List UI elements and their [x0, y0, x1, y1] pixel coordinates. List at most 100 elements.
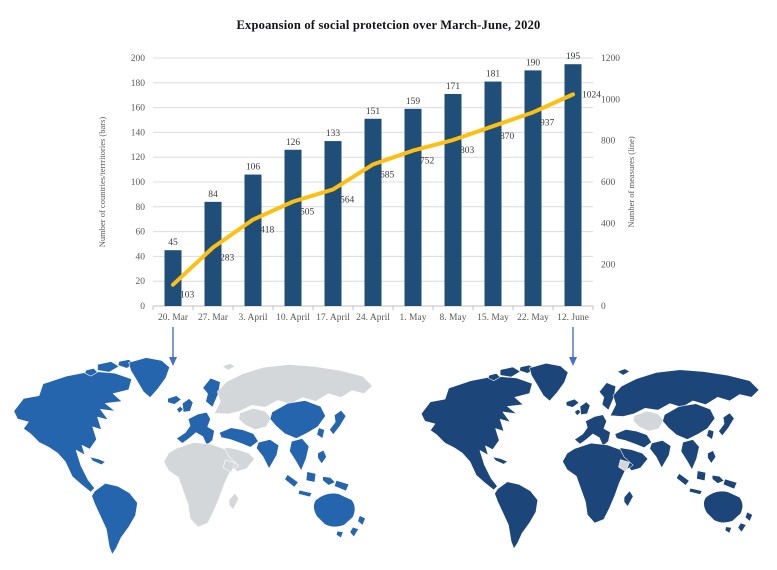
region-eastern-europe-russia [610, 368, 760, 417]
y-tick-label-right: 600 [601, 178, 616, 188]
region-new-guinea [722, 478, 738, 490]
measure-value-label: 283 [220, 254, 235, 264]
bar-value-label: 126 [286, 138, 301, 148]
region-south-america [91, 482, 138, 555]
region-uk-ireland [176, 398, 194, 414]
region-australia [703, 490, 743, 524]
region-iceland [565, 398, 580, 408]
y-tick-label-left: 80 [136, 203, 146, 213]
y-tick-label-left: 160 [131, 104, 146, 114]
world-map-20-march-svg [13, 357, 373, 555]
region-new-zealand [349, 515, 366, 538]
region-indonesia [676, 470, 725, 495]
bar [284, 149, 302, 306]
measure-value-label: 937 [540, 118, 555, 128]
region-north-america [420, 375, 533, 491]
measure-value-label: 803 [460, 146, 475, 156]
bar [324, 141, 342, 306]
region-scandinavia [202, 377, 221, 408]
region-china [269, 400, 326, 439]
bar-value-label: 45 [168, 238, 178, 248]
bar [484, 81, 502, 306]
region-tasmania [724, 526, 732, 534]
y-tick-label-right: 1200 [601, 54, 620, 64]
measure-value-label: 870 [500, 132, 515, 142]
region-east-africa [222, 459, 236, 473]
region-caribbean [89, 456, 106, 466]
combo-chart: 0 20 40 60 80 100 120 140 160 180 200 0 200 400 600 800… [97, 52, 636, 366]
measure-value-label: 505 [300, 208, 315, 218]
y-tick-label-left: 0 [140, 302, 145, 312]
bar-value-label: 106 [246, 163, 261, 173]
bar [404, 108, 422, 306]
measure-value-label: 103 [180, 291, 195, 301]
x-tick-label: 22. May [517, 313, 549, 323]
region-indonesia [284, 471, 336, 498]
bar [244, 174, 262, 306]
y-tick-label-left: 200 [131, 54, 146, 64]
region-africa [562, 442, 634, 524]
y-tick-label-left: 60 [136, 228, 146, 238]
region-japan [329, 409, 347, 435]
bar [364, 118, 382, 306]
measure-value-label: 418 [260, 226, 275, 236]
region-iceland [167, 395, 182, 405]
bar-value-label: 133 [326, 129, 341, 139]
bar-value-label: 84 [208, 190, 218, 200]
y-tick-label-right: 800 [601, 137, 616, 147]
x-tick-label: 3. April [238, 313, 267, 323]
y-tick-label-left: 140 [131, 128, 146, 138]
x-tick-label: 27. Mar [198, 313, 229, 323]
bar-value-label: 181 [486, 70, 501, 80]
bar-value-label: 151 [366, 107, 381, 117]
region-korea [706, 429, 715, 440]
region-central-asia [632, 410, 664, 432]
line-series [171, 92, 575, 287]
region-south-america [494, 481, 539, 549]
down-arrow-icon [169, 327, 177, 366]
region-turkey-iran [614, 429, 652, 449]
region-greenland [529, 363, 569, 402]
region-africa [163, 442, 240, 528]
y-tick-label-left: 20 [136, 277, 146, 287]
bar-value-label: 171 [446, 82, 461, 92]
y-tick-label-left: 100 [131, 178, 146, 188]
x-tick-label: 20. Mar [158, 313, 189, 323]
bar [204, 201, 222, 306]
bar [164, 250, 182, 306]
x-tick-label: 15. May [477, 313, 509, 323]
region-india [649, 440, 672, 469]
y-tick-label-right: 1000 [601, 95, 620, 105]
region-japan [718, 412, 735, 437]
region-western-europe [176, 411, 215, 446]
bar-value-label: 190 [526, 58, 541, 68]
axis-title-right: Number of measures (line) [626, 136, 636, 228]
measure-value-label: 1024 [582, 90, 601, 100]
x-tick-label: 24. April [356, 313, 390, 323]
region-australia [313, 492, 356, 528]
down-arrow-head [569, 357, 577, 366]
x-tick-label: 10. April [276, 313, 310, 323]
region-india [256, 439, 280, 469]
region-tasmania [335, 530, 344, 539]
region-new-zealand [737, 511, 753, 533]
region-se-asia [289, 438, 310, 471]
bar [444, 93, 462, 307]
y-tick-label-left: 180 [131, 79, 146, 89]
region-new-guinea [334, 480, 350, 492]
bar [564, 64, 582, 306]
measure-value-label: 564 [340, 195, 355, 205]
axis-title-left: Number of countries/terrritories (bars) [97, 117, 107, 248]
region-central-asia [238, 407, 272, 430]
world-map-12-june [412, 352, 770, 560]
measure-value-label: 685 [380, 170, 395, 180]
chart-title: Expoansion of social protetcion over Mar… [236, 18, 541, 32]
x-tick-label: 8. May [440, 313, 467, 323]
region-scandinavia [598, 382, 617, 411]
y-tick-label-right: 0 [601, 302, 606, 312]
region-greenland [128, 357, 170, 398]
bar [524, 70, 542, 307]
world-map-20-march [4, 352, 384, 560]
down-arrow-icon [569, 327, 577, 366]
